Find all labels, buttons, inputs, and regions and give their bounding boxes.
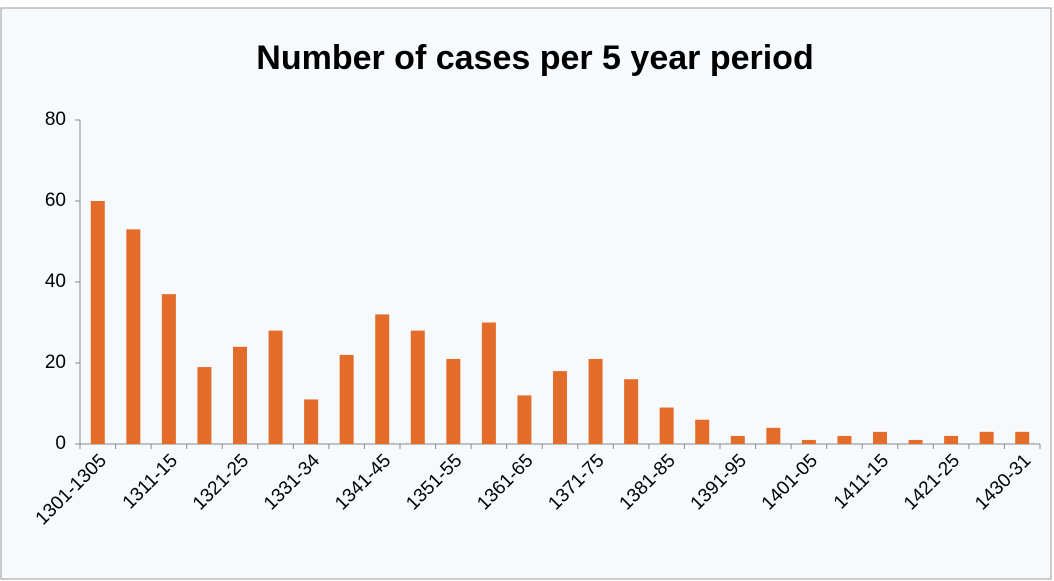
bar xyxy=(908,439,923,444)
bar xyxy=(268,330,283,444)
y-tick-label: 0 xyxy=(55,433,66,454)
bar xyxy=(410,330,425,444)
bar xyxy=(837,435,852,444)
y-tick-label: 20 xyxy=(45,352,66,373)
bar xyxy=(481,322,496,444)
y-tick-label: 80 xyxy=(45,109,66,130)
bar xyxy=(944,435,959,444)
bar xyxy=(304,399,319,444)
bar xyxy=(161,294,176,444)
bar xyxy=(588,358,603,444)
bar xyxy=(873,431,887,444)
bar xyxy=(517,395,532,444)
bar xyxy=(233,346,247,444)
chart-title: Number of cases per 5 year period xyxy=(256,39,813,77)
bar xyxy=(1015,431,1030,444)
bar xyxy=(339,354,354,444)
y-tick-label: 60 xyxy=(45,190,66,211)
bar xyxy=(624,379,639,444)
y-tick-label: 40 xyxy=(45,271,66,292)
chart-background xyxy=(0,7,1052,580)
bar xyxy=(553,371,567,444)
bar xyxy=(90,201,105,444)
bar xyxy=(446,358,461,444)
bar xyxy=(730,435,745,444)
bar xyxy=(375,314,390,444)
bar xyxy=(659,407,674,444)
bar xyxy=(695,419,710,444)
bar xyxy=(126,229,141,444)
bar xyxy=(197,367,212,444)
bar xyxy=(801,439,816,444)
bar xyxy=(979,431,994,444)
bar xyxy=(766,427,781,444)
